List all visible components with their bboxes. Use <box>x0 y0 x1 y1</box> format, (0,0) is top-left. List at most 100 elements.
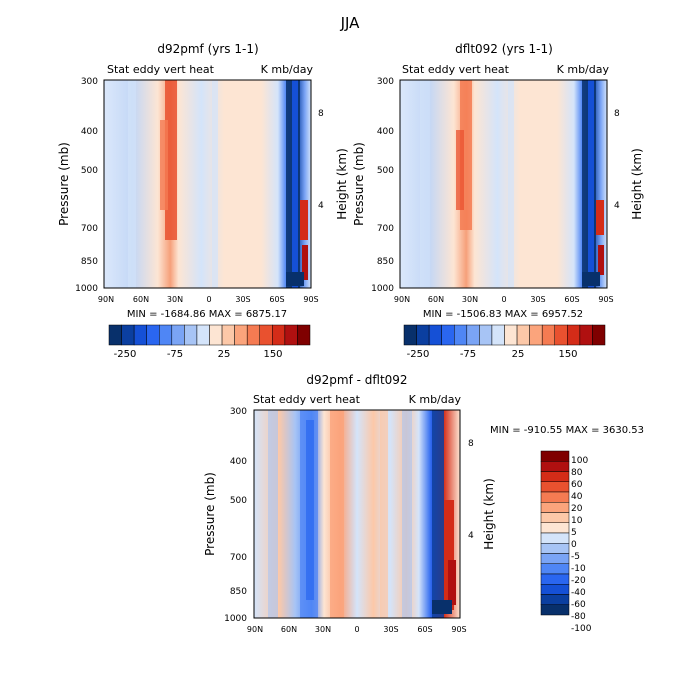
colorbar-swatch <box>403 324 417 346</box>
colorbar-label: 10 <box>571 516 583 526</box>
colorbar-swatch <box>540 604 570 616</box>
colorbar-swatch <box>234 324 248 346</box>
colorbar-swatch <box>540 491 570 503</box>
panel-subtitle-left: Stat eddy vert heat <box>402 63 510 76</box>
colorbar-swatch <box>504 324 518 346</box>
colorbar-swatch <box>540 461 570 472</box>
panel-title: dflt092 (yrs 1-1) <box>455 42 553 56</box>
colorbar-swatch <box>540 543 570 554</box>
colorbar-swatch <box>259 324 273 346</box>
colorbar-swatch <box>159 324 173 346</box>
colorbar-swatch <box>540 502 570 513</box>
colorbar-swatch <box>540 481 570 493</box>
colorbar-swatch <box>554 324 568 346</box>
colorbar-swatch <box>454 324 468 346</box>
min-max-label: MIN = -1506.83 MAX = 6957.52 <box>423 309 583 320</box>
min-max-label: MIN = -1684.86 MAX = 6875.17 <box>127 309 287 320</box>
y-tick-label: 300 <box>81 77 98 87</box>
colorbar-swatch <box>428 324 442 346</box>
colorbar-label: -250 <box>407 349 430 360</box>
y-tick-label: 850 <box>377 257 394 267</box>
panel-subtitle-right: K mb/day <box>409 393 462 406</box>
colorbar-label: -5 <box>571 552 580 562</box>
y-right-tick-label: 4 <box>614 201 620 211</box>
colorbar-swatch <box>108 324 122 346</box>
x-tick-label: 60S <box>417 625 432 634</box>
colorbar-swatch <box>529 324 543 346</box>
x-tick-label: 90N <box>98 295 114 304</box>
plot-frame <box>253 409 461 619</box>
colorbar-swatch <box>592 324 606 346</box>
y-right-tick-label: 8 <box>318 109 324 119</box>
y-tick-label: 700 <box>377 224 394 234</box>
y-axis-right-label: Height (km) <box>335 148 349 219</box>
y-tick-label: 400 <box>81 127 98 137</box>
y-tick-label: 850 <box>81 257 98 267</box>
plot-frame <box>399 79 608 289</box>
x-tick-label: 90N <box>394 295 410 304</box>
colorbar-label: -100 <box>571 624 592 634</box>
y-tick-label: 700 <box>230 553 247 563</box>
y-tick-label: 400 <box>230 457 247 467</box>
y-tick-label: 400 <box>377 127 394 137</box>
y-axis-right-label: Height (km) <box>482 478 496 549</box>
colorbar-label: -80 <box>571 612 586 622</box>
y-tick-label: 500 <box>81 166 98 176</box>
colorbar-label: 100 <box>571 456 588 466</box>
colorbar-swatch <box>540 553 570 564</box>
x-tick-label: 0 <box>501 295 506 304</box>
colorbar-swatch <box>579 324 593 346</box>
colorbar-swatch <box>540 450 570 462</box>
heatmap-field <box>254 410 460 618</box>
x-tick-label: 60N <box>281 625 297 634</box>
x-tick-label: 90N <box>247 625 263 634</box>
y-tick-label: 850 <box>230 587 247 597</box>
y-axis-label: Pressure (mb) <box>57 142 71 226</box>
colorbar <box>540 450 570 616</box>
colorbar-label: -75 <box>167 349 183 360</box>
colorbar-label: 40 <box>571 492 583 502</box>
x-tick-label: 30N <box>167 295 183 304</box>
y-tick-label: 1000 <box>75 284 98 294</box>
panel-d92pmf: d92pmf (yrs 1-1) Stat eddy vert heat K m… <box>57 42 349 360</box>
colorbar-swatch <box>209 324 223 346</box>
colorbar-swatch <box>221 324 235 346</box>
colorbar-label: 60 <box>571 480 583 490</box>
panel-subtitle-left: Stat eddy vert heat <box>253 393 361 406</box>
panel-dflt092: dflt092 (yrs 1-1) Stat eddy vert heat K … <box>352 42 644 360</box>
colorbar-swatch <box>516 324 530 346</box>
y-axis-right-label: Height (km) <box>630 148 644 219</box>
x-tick-label: 0 <box>354 625 359 634</box>
colorbar-label: 20 <box>571 504 583 514</box>
heatmap-field <box>104 80 311 288</box>
panel-title: d92pmf (yrs 1-1) <box>157 42 258 56</box>
colorbar-label: -20 <box>571 576 586 586</box>
y-tick-label: 300 <box>230 407 247 417</box>
colorbar-swatch <box>540 471 570 482</box>
colorbar-swatch <box>133 324 147 346</box>
colorbar-swatch <box>272 324 286 346</box>
y-tick-label: 300 <box>377 77 394 87</box>
colorbar-swatch <box>567 324 581 346</box>
colorbar-swatch <box>540 532 570 544</box>
y-tick-label: 500 <box>377 166 394 176</box>
colorbar-label: 5 <box>571 528 577 538</box>
x-tick-label: 30N <box>315 625 331 634</box>
x-tick-label: 90S <box>303 295 318 304</box>
y-tick-label: 1000 <box>224 614 247 624</box>
colorbar-swatch <box>479 324 493 346</box>
panel-difference: d92pmf - dflt092 Stat eddy vert heat K m… <box>203 373 644 634</box>
colorbar-swatch <box>196 324 210 346</box>
colorbar-labels: -250 -75 25 150 <box>114 349 283 360</box>
colorbar-labels: -250 -75 25 150 <box>407 349 578 360</box>
colorbar-swatch <box>540 594 570 605</box>
colorbar-swatch <box>146 324 160 346</box>
colorbar-swatch <box>284 324 298 346</box>
colorbar-label: -60 <box>571 600 586 610</box>
colorbar-label: 150 <box>263 349 282 360</box>
x-tick-label: 60S <box>269 295 284 304</box>
colorbar-swatch <box>540 584 570 595</box>
x-tick-label: 60N <box>428 295 444 304</box>
colorbar-label: 25 <box>512 349 525 360</box>
y-right-tick-label: 4 <box>468 531 474 541</box>
